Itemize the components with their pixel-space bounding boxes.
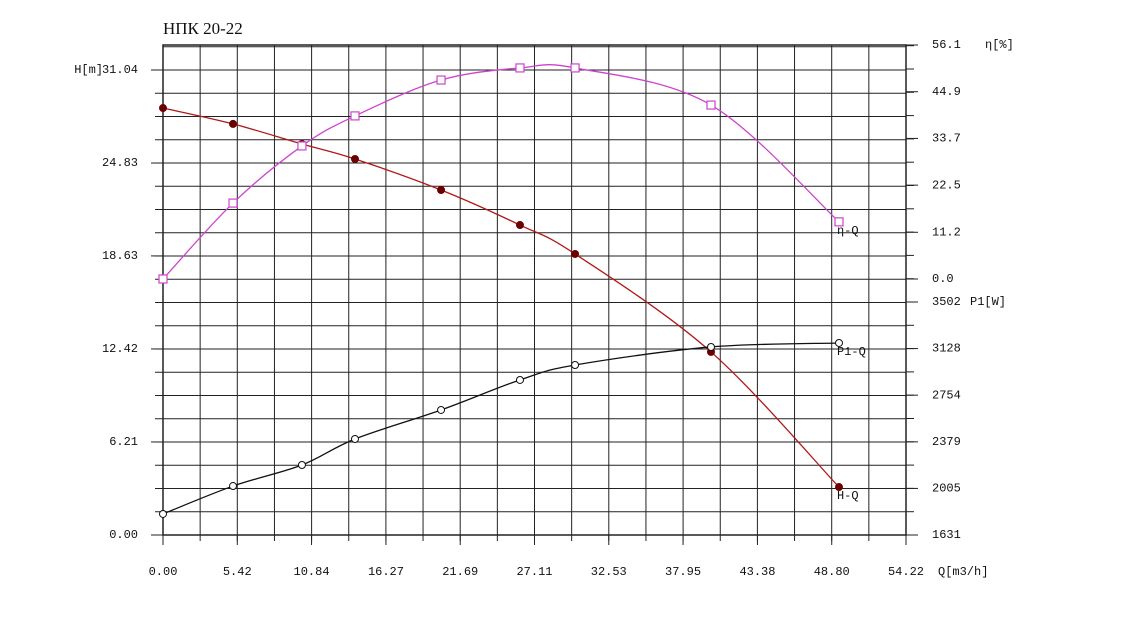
y3-tick-label: 1631	[932, 528, 961, 542]
point	[571, 249, 580, 258]
y2-axis-label: η[%]	[985, 38, 1014, 52]
series-line	[162, 342, 840, 515]
point	[707, 342, 716, 351]
x-tick-label: 54.22	[888, 565, 924, 579]
point	[229, 482, 238, 491]
y3-tick-label: 2005	[932, 482, 961, 496]
y3-tick-label: 3502	[932, 295, 961, 309]
point	[350, 111, 360, 121]
y-tick-label: 0.00	[109, 528, 138, 542]
point	[228, 198, 238, 208]
point	[159, 104, 167, 113]
point	[437, 405, 446, 414]
point	[515, 63, 525, 73]
y2-tick-label: 33.7	[932, 132, 961, 146]
point	[834, 338, 843, 347]
y2-tick-label: 22.5	[932, 178, 961, 192]
y-tick-label: 12.42	[102, 342, 138, 356]
y2-tick-label: 44.9	[932, 85, 961, 99]
point	[229, 119, 238, 128]
x-tick-label: 16.27	[368, 565, 404, 579]
series-line	[162, 107, 840, 488]
point	[515, 375, 524, 384]
point	[350, 154, 359, 163]
chart-title: НПК 20-22	[163, 19, 243, 38]
y-tick-label: 31.04	[102, 63, 138, 77]
x-tick-label: 10.84	[294, 565, 330, 579]
point	[570, 63, 580, 73]
point	[834, 217, 844, 227]
x-tick-label: 5.42	[223, 565, 252, 579]
y-tick-label: 6.21	[109, 435, 138, 449]
point	[158, 274, 168, 284]
y-axis-label: H[m]	[74, 63, 103, 77]
y-tick-label: 18.63	[102, 249, 138, 263]
x-axis-label: Q[m3/h]	[938, 565, 988, 579]
x-tick-label: 37.95	[665, 565, 701, 579]
series-label: P1-Q	[837, 345, 866, 359]
series-label: η-Q	[837, 224, 859, 238]
x-tick-label: 48.80	[814, 565, 850, 579]
point	[571, 361, 580, 370]
point	[834, 483, 843, 492]
series-line	[162, 64, 840, 280]
x-tick-label: 32.53	[591, 565, 627, 579]
x-tick-label: 43.38	[739, 565, 775, 579]
y2-tick-label: 56.1	[932, 38, 961, 52]
point	[350, 434, 359, 443]
y-tick-label: 24.83	[102, 156, 138, 170]
point	[297, 461, 306, 470]
series-label: H-Q	[837, 489, 859, 503]
point	[159, 509, 167, 518]
y3-tick-label: 2754	[932, 388, 961, 402]
y2-tick-label: 0.0	[932, 272, 954, 286]
x-tick-label: 0.00	[149, 565, 178, 579]
x-tick-label: 27.11	[516, 565, 552, 579]
y2-tick-label: 11.2	[932, 225, 961, 239]
point	[706, 100, 716, 110]
point	[436, 75, 446, 85]
x-tick-label: 21.69	[442, 565, 478, 579]
point	[437, 185, 446, 194]
y3-axis-label: P1[W]	[970, 295, 1006, 309]
point	[297, 141, 307, 151]
y3-tick-label: 2379	[932, 435, 961, 449]
y3-tick-label: 3128	[932, 342, 961, 356]
point	[515, 221, 524, 230]
